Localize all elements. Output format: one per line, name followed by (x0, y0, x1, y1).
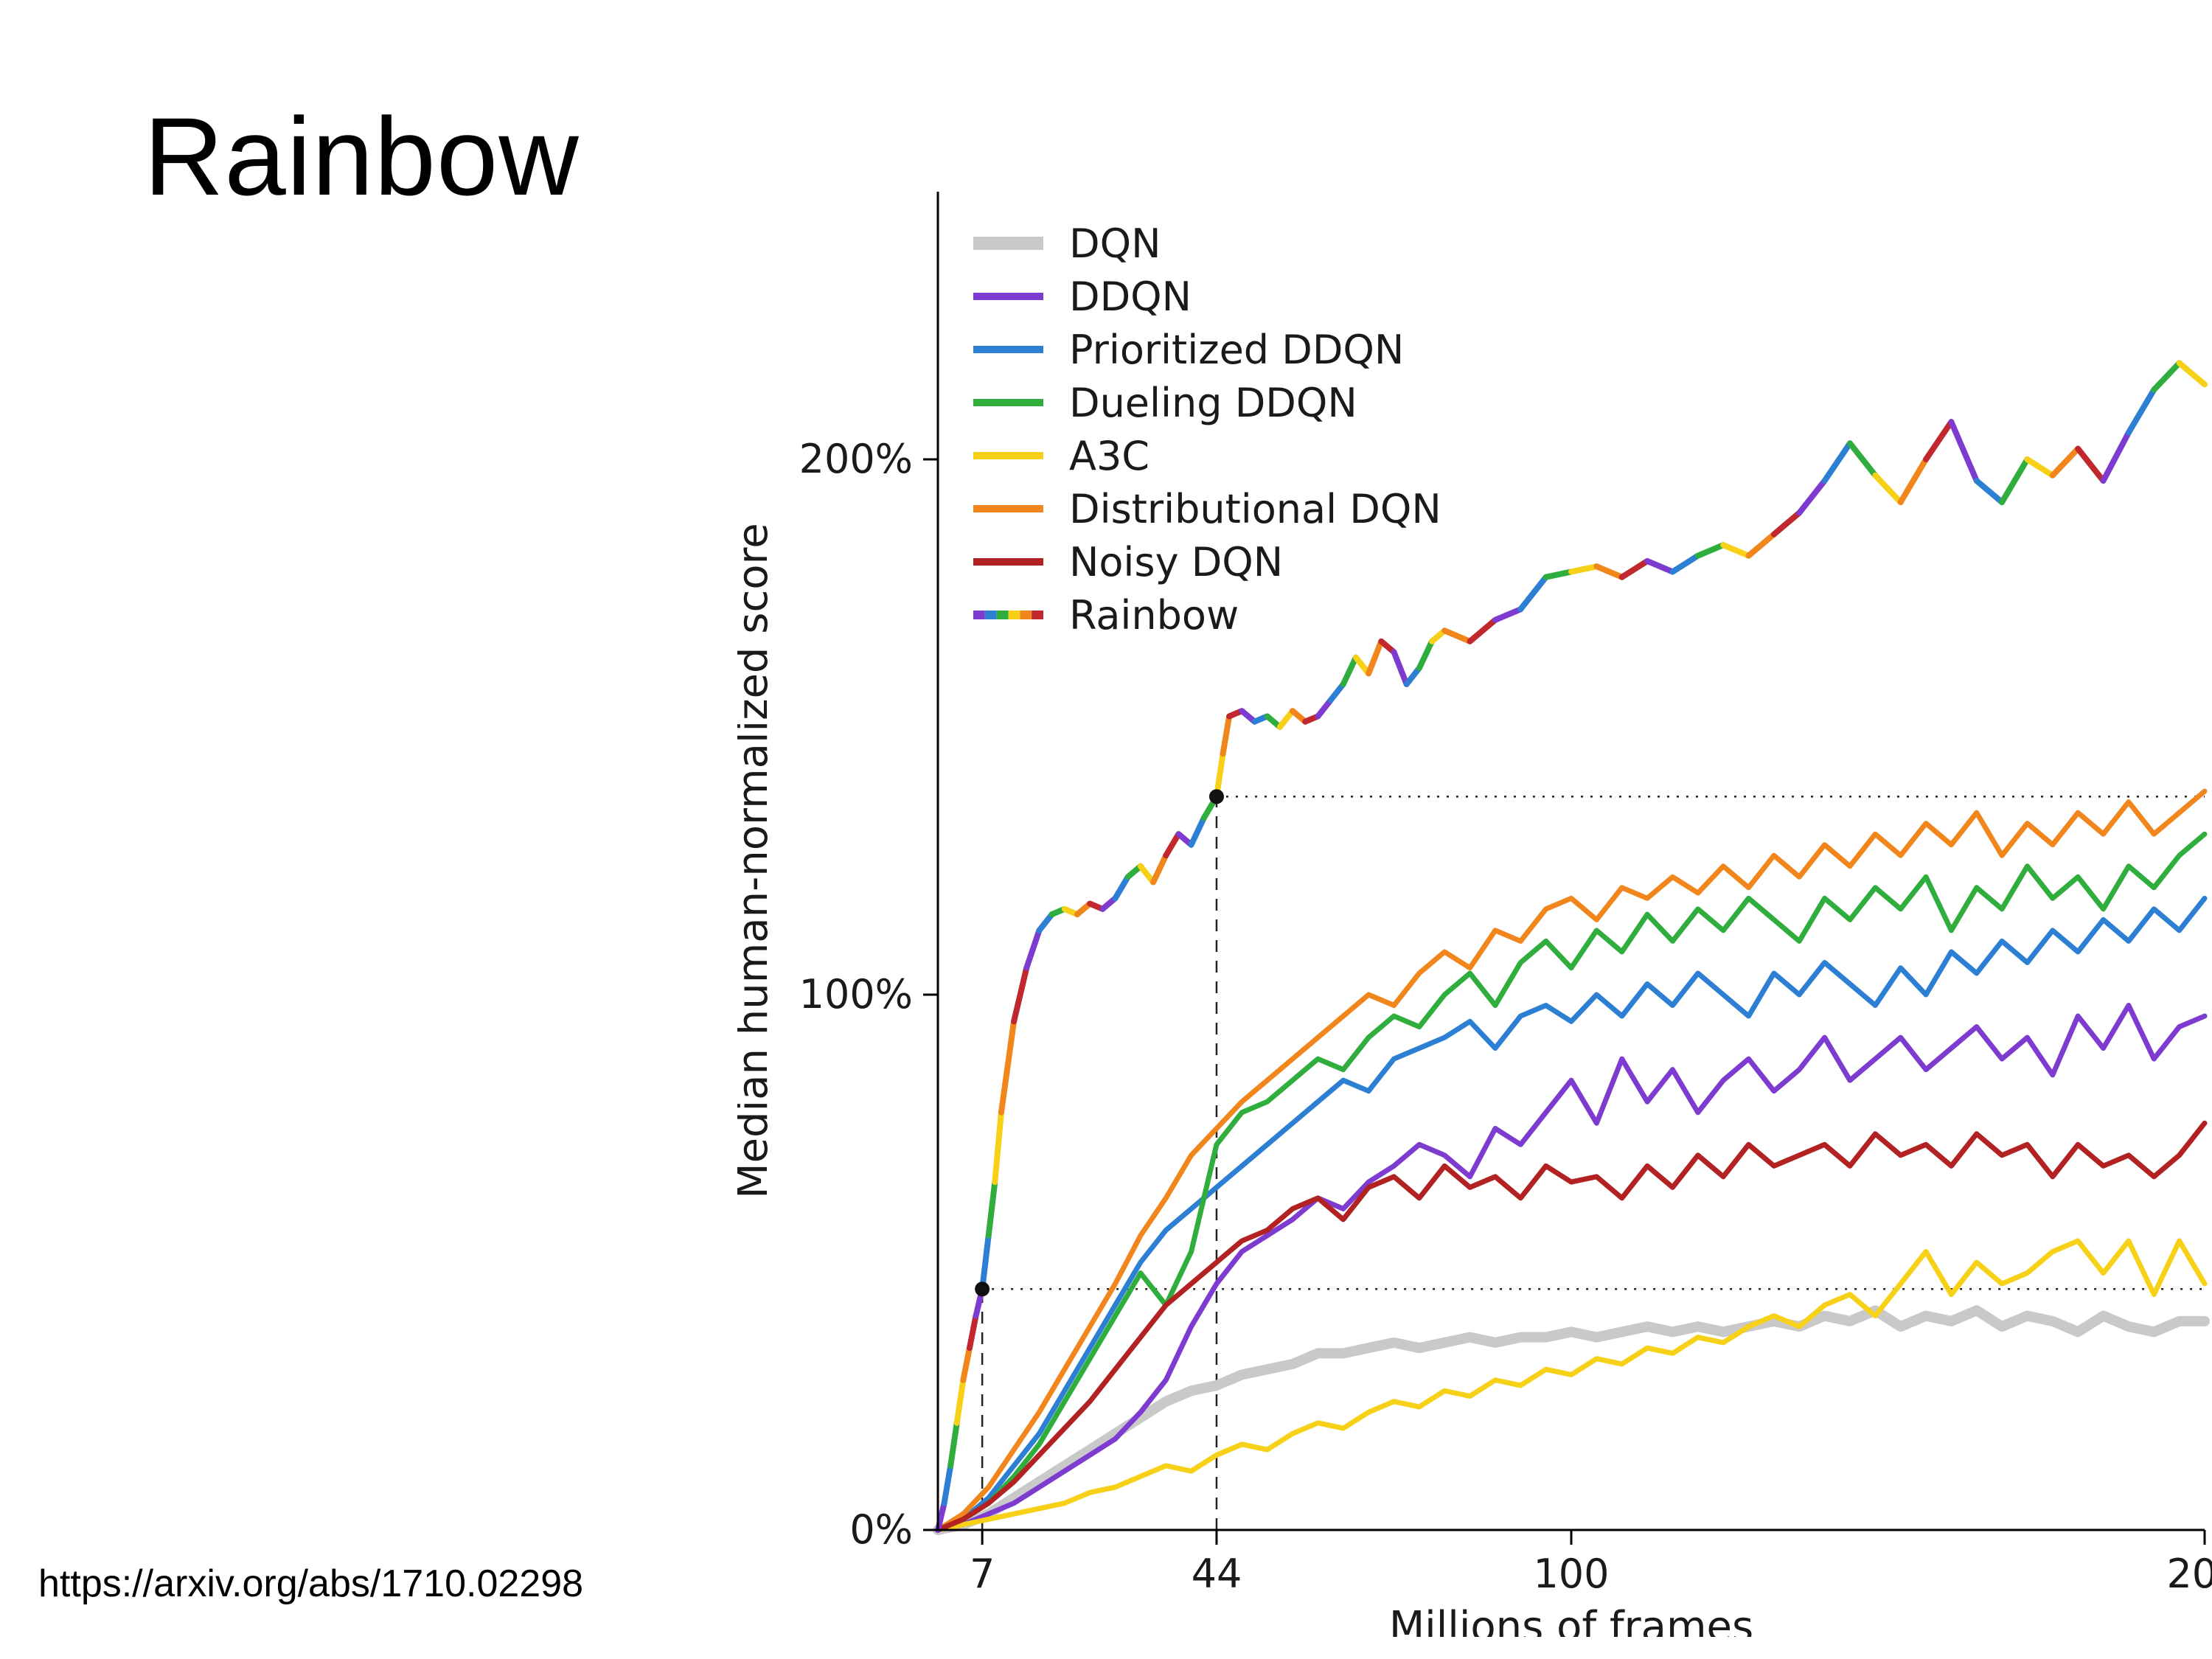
series-line-dqn (933, 1305, 2210, 1535)
y-tick-label: 100% (799, 971, 913, 1018)
y-tick-label: 200% (799, 436, 913, 482)
legend-item-dueling-ddqn: Dueling DDQN (973, 380, 1357, 426)
legend-label: A3C (1069, 433, 1150, 479)
x-tick-label: 44 (1192, 1551, 1242, 1597)
series-line-rainbow (935, 360, 2208, 1533)
series-line-a3c (935, 1238, 2208, 1533)
series-line-distributional-dqn (935, 788, 2208, 1533)
legend-item-prioritized-ddqn: Prioritized DDQN (973, 327, 1404, 373)
legend-label: DDQN (1069, 274, 1192, 320)
series-line-dueling-ddqn (935, 831, 2208, 1533)
source-link[interactable]: https://arxiv.org/abs/1710.02298 (38, 1562, 584, 1605)
legend-label: Prioritized DDQN (1069, 327, 1404, 373)
x-tick-label: 7 (970, 1551, 995, 1597)
y-tick-label: 0% (849, 1506, 913, 1553)
legend: DQN DDQN Prioritized DDQN Dueling DDQN A3C Di… (973, 220, 1441, 639)
series-line-prioritized-ddqn (935, 895, 2208, 1533)
legend-label: Dueling DDQN (1069, 380, 1357, 426)
annotation-dots (975, 789, 1224, 1297)
slide-title: Rainbow (144, 94, 580, 218)
legend-item-dqn: DQN (973, 220, 1161, 267)
series-lines (933, 360, 2210, 1535)
rainbow-performance-chart: 0% 100% 200% 7 44 100 200 Millions of frames Med… (729, 192, 2212, 1651)
legend-label: Rainbow (1069, 592, 1239, 639)
legend-label: Noisy DQN (1069, 539, 1283, 585)
legend-label: DQN (1069, 220, 1161, 267)
legend-label: Distributional DQN (1069, 486, 1441, 532)
annotation-lines (981, 796, 2205, 1530)
chart-area: 0% 100% 200% 7 44 100 200 Millions of frames Med… (729, 133, 2212, 1651)
legend-item-rainbow: Rainbow (973, 592, 1239, 639)
legend-item-a3c: A3C (973, 433, 1150, 479)
y-axis-label: Median human-normalized score (737, 523, 777, 1198)
x-tick-label: 200 (2166, 1551, 2212, 1597)
series-line-ddqn (935, 1003, 2208, 1533)
legend-item-noisy-dqn: Noisy DQN (973, 539, 1283, 585)
x-axis-label: Millions of frames (1389, 1603, 1753, 1637)
x-tick-label: 100 (1533, 1551, 1609, 1597)
legend-item-ddqn: DDQN (973, 274, 1192, 320)
legend-item-distributional-dqn: Distributional DQN (973, 486, 1441, 532)
series-line-noisy-dqn (935, 1120, 2208, 1533)
